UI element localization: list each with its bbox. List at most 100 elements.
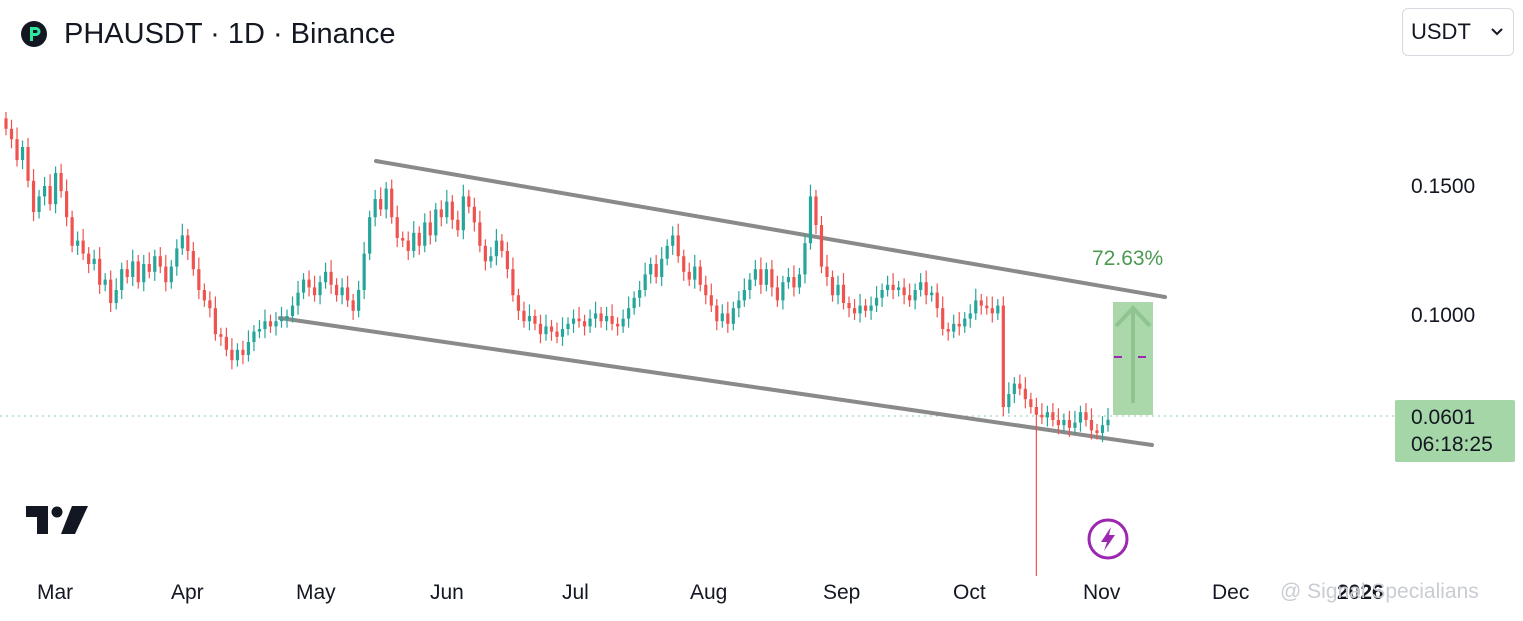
candle-body bbox=[957, 323, 961, 327]
candle-body bbox=[968, 313, 972, 319]
candle-body bbox=[257, 329, 262, 332]
candle-body bbox=[42, 186, 47, 197]
candle-body bbox=[753, 269, 757, 280]
candle-body bbox=[577, 318, 581, 322]
candle-body bbox=[897, 287, 901, 290]
candle-body bbox=[858, 305, 862, 314]
candle-body bbox=[351, 300, 355, 311]
candle-body bbox=[770, 269, 774, 288]
candle-body bbox=[186, 235, 190, 251]
candle-body bbox=[919, 282, 923, 290]
candle-body bbox=[230, 349, 234, 361]
candle-body bbox=[1106, 419, 1110, 426]
candle-body bbox=[9, 128, 14, 140]
candle-body bbox=[31, 180, 36, 212]
candle-body bbox=[219, 334, 223, 337]
candle-body bbox=[1029, 399, 1033, 407]
x-tick-label: Jun bbox=[430, 581, 464, 604]
candle-body bbox=[180, 235, 184, 249]
candle-body bbox=[891, 284, 895, 290]
candle-body bbox=[417, 232, 421, 246]
candle-body bbox=[307, 279, 311, 288]
candle-body bbox=[874, 297, 879, 306]
candle-body bbox=[461, 196, 465, 231]
candle-body bbox=[560, 329, 565, 337]
candle-body bbox=[98, 258, 102, 285]
candle-body bbox=[808, 196, 813, 244]
candle-body bbox=[158, 256, 162, 267]
currency-select[interactable]: USDT bbox=[1402, 8, 1514, 56]
candle-body bbox=[687, 271, 691, 280]
candle-body bbox=[224, 336, 228, 350]
candle-body bbox=[627, 308, 631, 319]
bar-countdown: 06:18:25 bbox=[1411, 433, 1493, 456]
candle-body bbox=[357, 290, 361, 311]
candle-body bbox=[533, 316, 537, 324]
candles bbox=[4, 111, 1110, 576]
candle-body bbox=[555, 331, 559, 337]
candle-body bbox=[346, 287, 350, 301]
candle-body bbox=[263, 321, 267, 329]
candle-body bbox=[87, 253, 91, 264]
candle-body bbox=[643, 274, 647, 290]
channel-upper-line[interactable] bbox=[374, 159, 1167, 299]
candle-body bbox=[362, 253, 366, 290]
candle-body bbox=[930, 292, 934, 296]
candle-body bbox=[1007, 394, 1011, 407]
candle-body bbox=[819, 225, 824, 267]
candle-body bbox=[709, 295, 713, 306]
candle-body bbox=[830, 277, 835, 296]
candle-body bbox=[715, 305, 719, 322]
candle-body bbox=[318, 282, 322, 296]
candle-body bbox=[549, 326, 554, 332]
candle-body bbox=[114, 290, 118, 303]
candle-body bbox=[467, 196, 471, 207]
candle-body bbox=[660, 258, 664, 277]
candle-body bbox=[604, 316, 609, 322]
candle-body bbox=[516, 295, 521, 311]
candle-body bbox=[841, 284, 846, 303]
candle-body bbox=[274, 321, 278, 327]
currency-value: USDT bbox=[1411, 19, 1471, 44]
candle-body bbox=[863, 305, 868, 311]
candle-body bbox=[836, 284, 840, 296]
candle-body bbox=[886, 284, 890, 290]
candle-body bbox=[153, 256, 157, 272]
long-position-box[interactable] bbox=[1113, 302, 1153, 415]
candle-body bbox=[869, 305, 873, 311]
candle-body bbox=[1018, 383, 1022, 389]
candle-body bbox=[213, 308, 217, 335]
candle-body bbox=[329, 271, 333, 285]
candle-body bbox=[197, 269, 201, 290]
candle-body bbox=[373, 199, 377, 218]
candle-body bbox=[1084, 412, 1088, 420]
pha-logo-icon bbox=[21, 21, 47, 47]
candle-body bbox=[340, 287, 344, 296]
last-price-value: 0.0601 bbox=[1411, 406, 1476, 429]
candle-body bbox=[1045, 412, 1049, 418]
x-tick-label: May bbox=[296, 581, 336, 604]
symbol-title: PHAUSDT · 1D · Binance bbox=[64, 17, 396, 50]
candle-body bbox=[384, 188, 388, 210]
candle-body bbox=[434, 209, 438, 236]
candle-body bbox=[952, 323, 956, 332]
candle-body bbox=[814, 196, 818, 225]
lightning-icon[interactable] bbox=[1087, 518, 1129, 560]
candle-body bbox=[1067, 420, 1072, 428]
x-tick-label: Mar bbox=[37, 581, 73, 604]
candle-body bbox=[852, 308, 857, 314]
channel-lower-line[interactable] bbox=[278, 316, 1154, 447]
candle-body bbox=[726, 313, 730, 324]
candle-body bbox=[268, 321, 273, 327]
candle-body bbox=[191, 251, 195, 270]
candle-body bbox=[1073, 422, 1077, 428]
candle-body bbox=[720, 313, 724, 322]
candle-body bbox=[1023, 388, 1027, 400]
candle-body bbox=[1100, 425, 1105, 433]
candle-body bbox=[742, 290, 746, 301]
candle-body bbox=[1012, 383, 1016, 394]
candle-body bbox=[445, 201, 449, 218]
candle-body bbox=[571, 318, 576, 324]
candle-body bbox=[941, 308, 945, 329]
